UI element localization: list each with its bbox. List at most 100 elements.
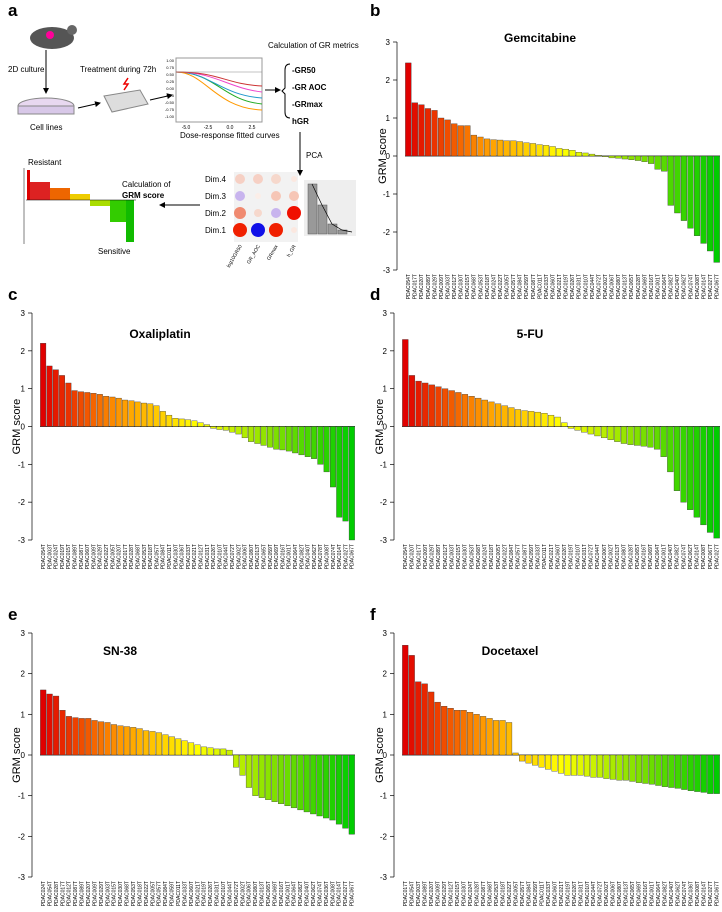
curve-y-tick: 1.00 [166,58,175,63]
y-tick-label: 1 [21,385,26,394]
dim-label: Dim.4 [205,175,226,184]
x-tick-label: PDAC028T [474,881,480,906]
metric: -GRmax [292,100,323,109]
bar [438,117,445,157]
bar [348,754,355,835]
scree-line [311,183,353,233]
x-tick-label: PDAC080T [617,881,623,906]
bar [265,754,272,800]
x-tick-label: PDAC010T [217,544,223,569]
x-tick-label: PDAC054T [410,881,416,906]
bar [494,403,502,427]
bar [603,754,610,779]
bar [241,426,248,439]
x-tick-label: PDAC011T [542,544,548,569]
step-label: 2D culture [8,65,45,74]
panel-label: d [370,285,380,304]
y-tick-label: 0 [21,423,26,432]
x-tick-label: PDAC074T [688,274,694,299]
curve-x-tick: 2.5 [249,125,256,131]
bar [166,414,173,427]
bar [661,155,668,172]
bar [290,754,297,809]
x-tick-label: PDAC016T [642,544,648,569]
bar [415,380,422,427]
x-tick-label: PDAC002T [604,881,610,906]
arrow [77,101,101,109]
bar [172,418,179,427]
bar [519,754,526,762]
x-tick-label: PDAC082T [298,881,304,906]
x-tick-label: PDAC060T [189,881,195,906]
x-tick-label: PDAC054T [47,881,53,906]
bar [311,426,317,459]
bar [71,390,78,427]
x-tick-label: PDAC008T [701,544,707,569]
x-tick-label: PDAC018T [489,544,495,569]
x-tick-label: PDAC082T [299,544,305,569]
bar [297,754,304,811]
y-tick-label: 2 [21,347,26,356]
dot [271,208,281,218]
y-tick-label: 2 [383,347,388,356]
bar [175,738,182,756]
x-tick-label: PDAC008T [695,881,701,906]
x-tick-label: PDAC087T [522,544,528,569]
curve-y-tick: -0.75 [165,107,175,112]
dot [235,191,245,201]
bar [136,728,143,756]
x-tick-label: PDAC036T [689,881,695,906]
y-tick-label: -1 [383,190,391,199]
bar [602,155,609,157]
x-tick-label: PDAC033T [182,881,188,906]
bar [600,426,608,439]
bar [78,391,84,427]
x-tick-label: PDAC053T [131,881,137,906]
y-tick-label: -3 [380,873,388,882]
x-tick-label: PDAC027T [343,881,349,906]
bar [117,725,124,756]
bar [278,754,285,804]
bar [706,426,714,533]
x-tick-label: PDAC006T [610,274,616,299]
bar [229,426,236,433]
bar [477,136,484,157]
bar [700,155,707,244]
bar [680,426,687,503]
chart-title: Docetaxel [482,644,539,658]
x-tick-label: PDAC013T [624,881,630,906]
x-tick-label: PDAC021T [559,881,565,906]
bar [473,714,480,756]
x-tick-label: PDAC028T [628,544,634,569]
x-tick-label: PDAC020T [86,881,92,906]
bar [635,754,642,783]
x-tick-label: PDAC001T [655,274,661,299]
x-tick-label: PDAC010T [575,544,581,569]
bar [210,426,217,429]
bar [271,754,278,802]
bar [110,724,117,756]
bar [506,722,513,756]
x-tick-label: PDAC068T [476,544,482,569]
x-tick-label: PDAC064T [293,544,299,569]
x-tick-label: PDAC019T [565,881,571,906]
bar [284,754,291,807]
y-tick-label: -1 [18,460,26,469]
bar [213,748,220,756]
chart-title: Gemcitabine [504,31,576,45]
scree-plot [304,180,356,236]
bar [640,426,647,447]
x-tick-label: PDAC074T [681,544,687,569]
panel-label: a [8,1,18,20]
dot [255,193,261,199]
y-tick-label: -3 [18,873,26,882]
x-tick-label: PDAC002T [240,881,246,906]
bar [348,426,355,541]
x-tick-label: PDAC031T [582,544,588,569]
x-tick-label: PDAC024T [468,881,474,906]
bar [204,424,210,427]
x-tick-label: PDAC065T [635,544,641,569]
bar [147,403,154,427]
bar [85,718,92,756]
